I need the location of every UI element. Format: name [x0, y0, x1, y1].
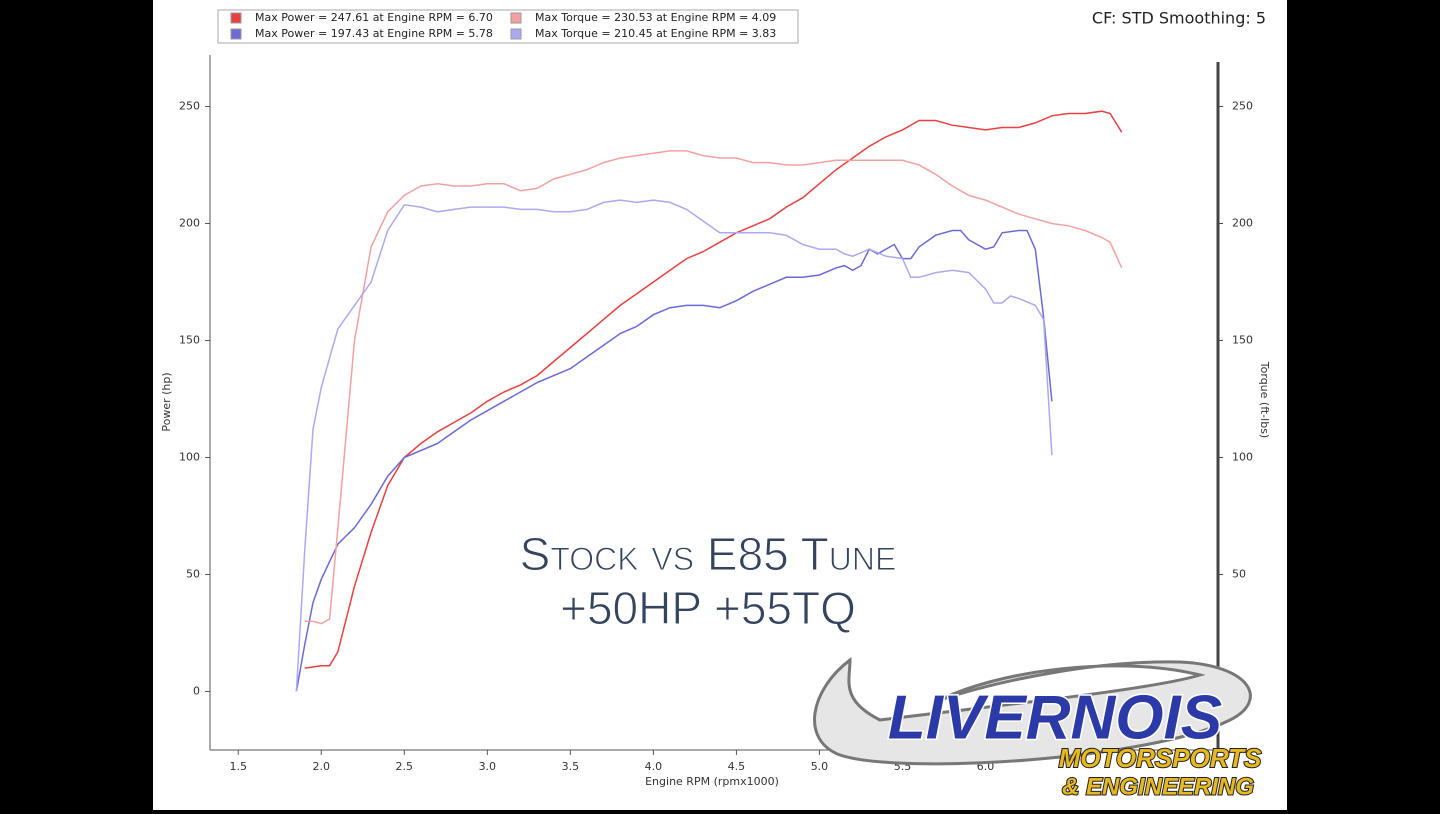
series-line [295, 199, 1053, 692]
subtitle: CF: STD Smoothing: 5 [1092, 9, 1266, 28]
legend-label: Max Power = 197.43 at Engine RPM = 5.78 [255, 27, 493, 40]
y2-tick-label: 250 [1232, 99, 1253, 112]
y-tick-label: 150 [179, 333, 200, 346]
y2-tick-label: 100 [1232, 450, 1253, 463]
logo-swoosh [813, 656, 1252, 766]
plot-area: 1.5 2.0 2.5 3.0 3.5 4.0 4.5 5.0 5.5 6.00501001502… [179, 99, 1253, 773]
slide-background [153, 0, 1287, 810]
legend-label: Max Torque = 230.53 at Engine RPM = 4.09 [535, 11, 776, 24]
legend-label: Max Torque = 210.45 at Engine RPM = 3.83 [535, 27, 776, 40]
logo-text: MOTORSPORTS [1059, 743, 1262, 773]
x-tick-label: 3.5 [562, 760, 580, 773]
legend-marker [230, 12, 242, 24]
x-tick-label: 4.0 [645, 760, 663, 773]
y-tick-label: 100 [179, 450, 200, 463]
series-line [304, 110, 1123, 669]
x-axis-label: Engine RPM (rpmx1000) [645, 775, 779, 788]
y2-tick-label: 150 [1232, 333, 1253, 346]
x-tick-label: 2.0 [313, 760, 331, 773]
x-tick-label: 4.5 [728, 760, 746, 773]
series-line [304, 150, 1123, 625]
y2-tick-label: 200 [1232, 216, 1253, 229]
series-line [295, 229, 1053, 692]
y-tick-label: 0 [193, 684, 200, 697]
y-tick-label: 250 [179, 99, 200, 112]
x-tick-label: 5.0 [811, 760, 829, 773]
x-tick-label: 3.0 [479, 760, 497, 773]
y2-axis-label: Torque (ft-lbs) [1258, 361, 1271, 438]
annotation: Stock vs E85 Tune [520, 528, 897, 580]
legend-marker [510, 28, 522, 40]
logo-text: LIVERNOIS [888, 683, 1222, 752]
y-axis-label: Power (hp) [160, 372, 173, 431]
legend-box [217, 9, 799, 44]
y-tick-label: 200 [179, 216, 200, 229]
logo-text: & ENGINEERING [1062, 773, 1254, 800]
legend-marker [510, 12, 522, 24]
x-tick-label: 1.5 [229, 760, 247, 773]
y-tick-label: 50 [186, 567, 200, 580]
legend-label: Max Power = 247.61 at Engine RPM = 6.70 [255, 11, 493, 24]
annotation: +50HP +55TQ [560, 582, 856, 634]
logo: LIVERNOIS MOTORSPORTS & ENGINEERING [813, 656, 1263, 801]
legend-marker [230, 28, 242, 40]
y2-tick-label: 50 [1232, 567, 1246, 580]
x-tick-label: 2.5 [396, 760, 414, 773]
